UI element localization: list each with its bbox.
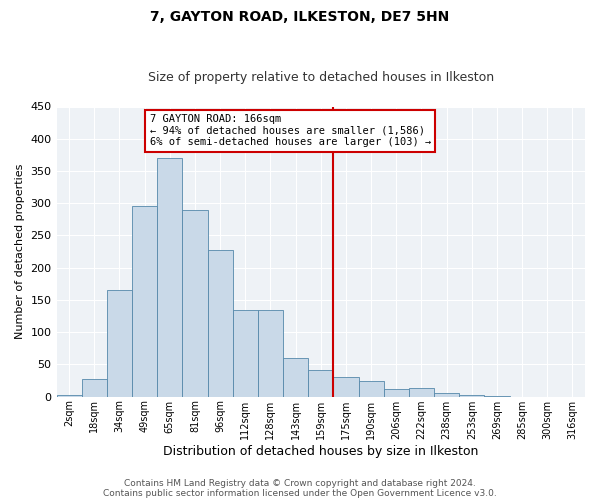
Y-axis label: Number of detached properties: Number of detached properties	[15, 164, 25, 340]
Bar	[409, 388, 434, 396]
Text: Contains public sector information licensed under the Open Government Licence v3: Contains public sector information licen…	[103, 488, 497, 498]
Bar	[82, 378, 107, 396]
Bar	[157, 158, 182, 396]
Text: 7, GAYTON ROAD, ILKESTON, DE7 5HN: 7, GAYTON ROAD, ILKESTON, DE7 5HN	[151, 10, 449, 24]
Bar	[334, 378, 359, 396]
Bar	[233, 310, 258, 396]
Bar	[359, 381, 383, 396]
Bar	[258, 310, 283, 396]
X-axis label: Distribution of detached houses by size in Ilkeston: Distribution of detached houses by size …	[163, 444, 478, 458]
Title: Size of property relative to detached houses in Ilkeston: Size of property relative to detached ho…	[148, 72, 494, 85]
Text: 7 GAYTON ROAD: 166sqm
← 94% of detached houses are smaller (1,586)
6% of semi-de: 7 GAYTON ROAD: 166sqm ← 94% of detached …	[149, 114, 431, 148]
Bar	[308, 370, 334, 396]
Bar	[182, 210, 208, 396]
Bar	[283, 358, 308, 397]
Text: Contains HM Land Registry data © Crown copyright and database right 2024.: Contains HM Land Registry data © Crown c…	[124, 478, 476, 488]
Bar	[208, 250, 233, 396]
Bar	[107, 290, 132, 397]
Bar	[132, 206, 157, 396]
Bar	[383, 389, 409, 396]
Bar	[434, 394, 459, 396]
